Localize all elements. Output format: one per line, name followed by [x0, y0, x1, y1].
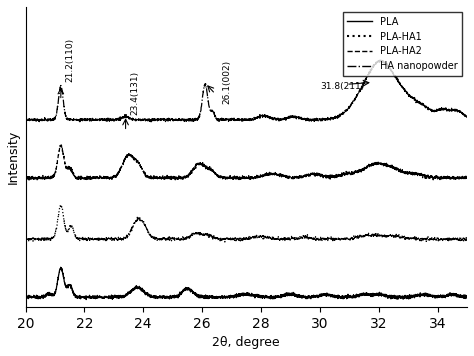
- PLA-HA1: [222, 240, 228, 244]
- Text: 26.1(002): 26.1(002): [223, 59, 232, 104]
- PLA-HA1: [464, 236, 470, 241]
- HA nanopowder: [192, 116, 198, 121]
- PLA-HA1: [100, 236, 105, 241]
- PLA-HA1: [73, 234, 79, 238]
- HA nanopowder: [23, 118, 28, 122]
- PLA-HA1: [456, 237, 462, 241]
- HA nanopowder: [456, 109, 462, 113]
- Text: 23.4(131): 23.4(131): [130, 70, 139, 115]
- PLA-HA1: [408, 237, 414, 242]
- HA nanopowder: [377, 58, 383, 62]
- PLA: [83, 298, 89, 302]
- HA nanopowder: [148, 120, 154, 124]
- PLA: [73, 294, 79, 298]
- Y-axis label: Intensity: Intensity: [7, 130, 20, 184]
- PLA-HA1: [192, 230, 198, 235]
- HA nanopowder: [73, 118, 79, 122]
- PLA-HA2: [23, 177, 28, 181]
- PLA-HA1: [58, 203, 64, 207]
- PLA: [464, 294, 470, 298]
- PLA-HA2: [456, 174, 462, 179]
- Text: 31.8(211): 31.8(211): [320, 82, 364, 91]
- PLA-HA2: [73, 175, 79, 179]
- PLA: [192, 292, 198, 297]
- PLA-HA1: [23, 236, 28, 241]
- HA nanopowder: [99, 116, 105, 121]
- PLA-HA2: [211, 171, 217, 175]
- PLA-HA1: [211, 236, 217, 240]
- PLA: [58, 265, 64, 269]
- HA nanopowder: [464, 116, 470, 120]
- PLA: [211, 294, 217, 299]
- PLA: [100, 295, 105, 300]
- HA nanopowder: [211, 110, 217, 114]
- X-axis label: 2θ, degree: 2θ, degree: [212, 336, 280, 349]
- Line: HA nanopowder: HA nanopowder: [26, 60, 467, 122]
- PLA: [456, 294, 462, 298]
- PLA-HA2: [464, 175, 470, 179]
- Line: PLA-HA2: PLA-HA2: [26, 145, 467, 180]
- Line: PLA: PLA: [26, 267, 467, 300]
- Text: 21.2(110): 21.2(110): [65, 38, 74, 82]
- PLA: [408, 294, 414, 298]
- PLA-HA2: [408, 170, 414, 174]
- PLA-HA2: [100, 176, 105, 180]
- PLA: [23, 294, 28, 298]
- Legend: PLA, PLA-HA1, PLA-HA2, HA nanopowder: PLA, PLA-HA1, PLA-HA2, HA nanopowder: [343, 12, 462, 76]
- HA nanopowder: [408, 95, 414, 99]
- PLA-HA2: [192, 164, 198, 169]
- Line: PLA-HA1: PLA-HA1: [26, 205, 467, 242]
- PLA-HA2: [26, 178, 32, 182]
- PLA-HA2: [59, 143, 64, 147]
